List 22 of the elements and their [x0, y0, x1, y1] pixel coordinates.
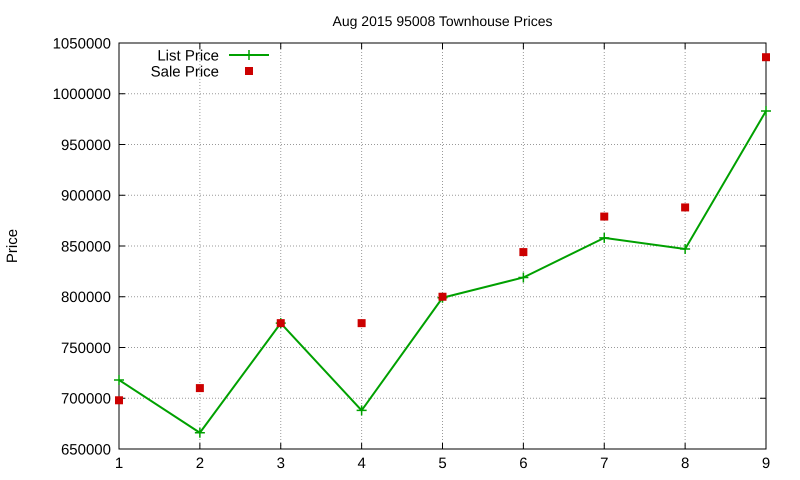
- y-tick-label: 950000: [60, 136, 111, 154]
- y-axis-title: Price: [4, 228, 21, 264]
- y-tick-label: 1000000: [52, 86, 111, 103]
- chart-title: Aug 2015 95008 Townhouse Prices: [332, 13, 553, 29]
- y-tick-label: 900000: [60, 188, 111, 204]
- x-tick-label: 3: [276, 455, 285, 472]
- y-tick-label: 1050000: [52, 35, 111, 52]
- y-tick-label: 650000: [60, 441, 111, 458]
- legend-label: List Price: [157, 47, 219, 64]
- y-tick-label: 800000: [60, 289, 111, 306]
- y-tick-label: 750000: [60, 340, 111, 357]
- x-tick-label: 5: [438, 455, 447, 472]
- x-tick-label: 6: [519, 455, 528, 472]
- x-tick-label: 4: [357, 455, 366, 472]
- legend-label: Sale Price: [150, 63, 219, 80]
- x-tick-label: 7: [600, 455, 608, 472]
- x-tick-label: 8: [680, 455, 690, 472]
- x-tick-label: 2: [196, 455, 204, 472]
- x-tick-label: 1: [114, 455, 124, 472]
- x-tick-label: 9: [762, 455, 770, 472]
- y-tick-label: 850000: [60, 238, 111, 256]
- y-tick-label: 700000: [60, 390, 111, 408]
